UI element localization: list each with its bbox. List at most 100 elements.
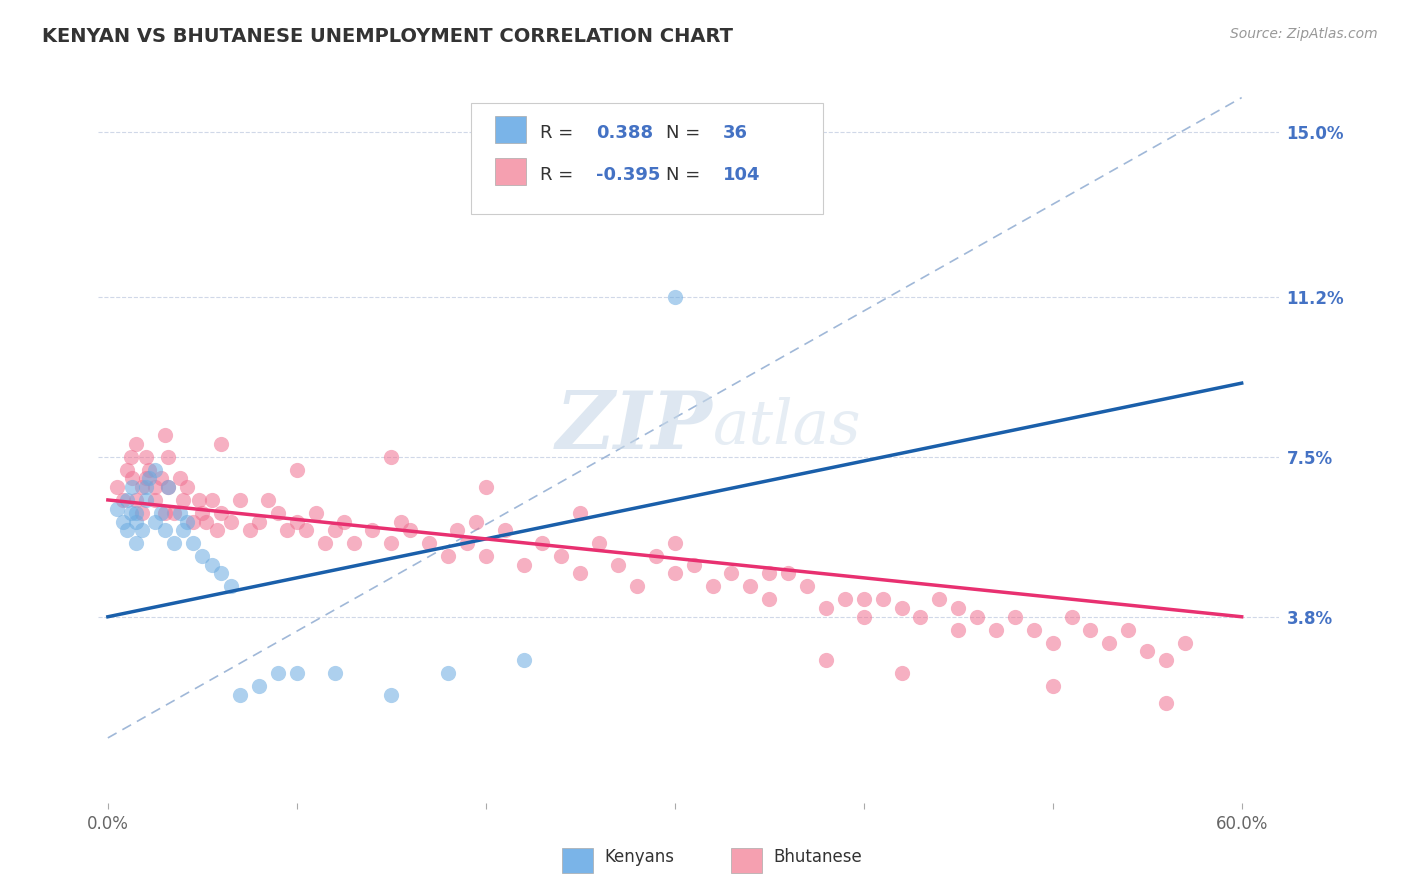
Point (314, 536, 336, 550)
Point (380, 688, 402, 702)
Point (682, 558, 704, 572)
Point (702, 579, 724, 593)
Point (105, 501, 128, 516)
Text: -0.395: -0.395 (596, 166, 661, 184)
Point (494, 523, 516, 537)
Point (125, 506, 148, 520)
Point (778, 566, 800, 581)
Point (1116, 623, 1139, 637)
Point (153, 523, 176, 537)
Point (201, 492, 224, 507)
Point (928, 592, 950, 607)
Point (209, 436, 232, 450)
Point (219, 579, 242, 593)
Point (380, 536, 402, 550)
Point (814, 653, 837, 667)
Point (531, 536, 554, 550)
Point (389, 515, 412, 529)
Text: 104: 104 (723, 166, 761, 184)
Text: Source: ZipAtlas.com: Source: ZipAtlas.com (1230, 27, 1378, 41)
Point (135, 471, 157, 485)
Text: ZIP: ZIP (555, 388, 713, 466)
Point (135, 492, 157, 507)
Text: 36: 36 (723, 124, 748, 142)
Point (125, 536, 148, 550)
Point (176, 515, 198, 529)
Point (191, 549, 214, 564)
Point (664, 290, 686, 304)
Point (1042, 636, 1064, 650)
Point (207, 523, 229, 537)
Point (115, 492, 138, 507)
Point (219, 515, 242, 529)
Point (169, 471, 191, 485)
Point (111, 515, 134, 529)
Point (465, 515, 488, 529)
Point (229, 492, 252, 507)
Point (872, 592, 894, 607)
Point (247, 679, 270, 693)
Point (229, 688, 252, 702)
Point (176, 480, 198, 494)
Point (1042, 679, 1064, 693)
Point (295, 523, 318, 537)
Text: N =: N = (666, 124, 700, 142)
Point (664, 566, 686, 581)
Point (276, 523, 298, 537)
Point (1004, 609, 1026, 624)
Point (1136, 644, 1159, 658)
Point (143, 515, 166, 529)
Point (569, 506, 592, 520)
Point (890, 601, 912, 615)
Point (163, 506, 186, 520)
Point (333, 515, 356, 529)
Point (135, 450, 157, 464)
Point (285, 463, 308, 477)
Point (588, 536, 610, 550)
Point (121, 471, 143, 485)
Point (125, 515, 148, 529)
Text: Bhutanese: Bhutanese (773, 848, 862, 866)
Point (512, 653, 534, 667)
Text: Kenyans: Kenyans (605, 848, 675, 866)
Point (143, 480, 166, 494)
Point (361, 523, 384, 537)
Point (115, 523, 138, 537)
Point (1060, 609, 1083, 624)
Point (195, 515, 218, 529)
Point (948, 623, 970, 637)
Point (984, 623, 1007, 637)
Point (125, 436, 148, 450)
Point (456, 536, 478, 550)
Point (796, 579, 818, 593)
Point (209, 566, 232, 581)
Point (149, 506, 172, 520)
Point (305, 506, 328, 520)
Point (181, 515, 204, 529)
Text: 0.388: 0.388 (596, 124, 654, 142)
Point (1098, 636, 1121, 650)
Point (758, 566, 780, 581)
Point (131, 523, 153, 537)
Point (267, 665, 290, 680)
Point (149, 471, 172, 485)
Point (399, 523, 422, 537)
Point (852, 609, 875, 624)
Point (569, 566, 592, 581)
Point (910, 609, 932, 624)
Point (157, 480, 180, 494)
Point (342, 536, 364, 550)
Point (267, 506, 290, 520)
Text: KENYAN VS BHUTANESE UNEMPLOYMENT CORRELATION CHART: KENYAN VS BHUTANESE UNEMPLOYMENT CORRELA… (42, 27, 733, 45)
Point (380, 450, 402, 464)
Point (120, 450, 142, 464)
Point (163, 536, 186, 550)
Point (814, 601, 837, 615)
Point (758, 592, 780, 607)
Point (418, 536, 440, 550)
Point (852, 592, 875, 607)
Point (111, 492, 134, 507)
Point (437, 665, 460, 680)
Point (285, 515, 308, 529)
Text: atlas: atlas (713, 397, 860, 457)
